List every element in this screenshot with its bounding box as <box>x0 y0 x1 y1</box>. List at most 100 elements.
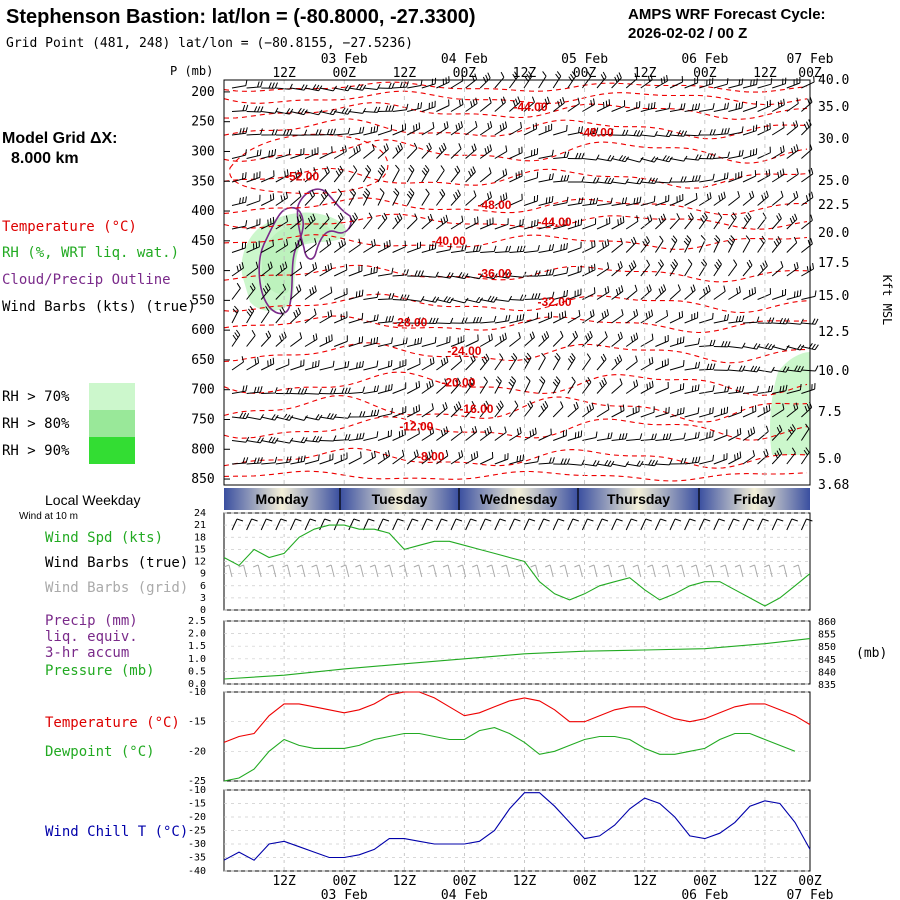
wind-barb <box>742 148 758 159</box>
wind-barb <box>742 405 757 418</box>
wind-barb-true <box>289 518 302 531</box>
wind-barb <box>699 385 715 394</box>
wind-barb <box>480 315 497 324</box>
wind-barb <box>231 104 249 112</box>
forecast-cycle-value: 2026-02-02 / 00 Z <box>628 25 747 42</box>
wind-barb <box>728 286 741 300</box>
wind-barb <box>436 356 449 371</box>
wind-barb <box>538 244 555 253</box>
height-axis-label: Kft MSL <box>880 275 894 326</box>
legend-rh: RH (%, WRT liq. wat.) <box>2 245 179 261</box>
height-tick-label: 7.5 <box>818 405 841 420</box>
wind-barb <box>319 412 337 420</box>
wind-barb <box>392 240 406 253</box>
wind-barb <box>567 71 577 89</box>
wind-barb-true <box>421 518 433 531</box>
wind-barb <box>538 291 555 300</box>
wind-barb <box>699 129 716 136</box>
wind-barb <box>669 407 685 418</box>
wind-barb <box>377 407 393 418</box>
wind-barb <box>319 238 332 253</box>
weekday-band: Monday Tuesday Wednesday Thursday Friday <box>224 488 810 510</box>
wind-barb <box>713 453 728 465</box>
wind-barb <box>684 284 696 300</box>
wind-barb <box>494 332 507 347</box>
wind-barb <box>742 343 761 350</box>
wind-barb <box>728 101 744 112</box>
wind-barb-grid <box>618 564 627 578</box>
wind-barb <box>655 381 669 394</box>
temperature-contour-label: -20.00 <box>441 376 475 390</box>
wind-barb <box>582 197 599 206</box>
wind-barb-true <box>523 518 536 531</box>
wind-barb <box>596 377 607 394</box>
wind-barb <box>261 414 279 421</box>
wind-barb <box>509 294 527 301</box>
wind-barb-true <box>596 518 609 531</box>
wind-barb <box>406 358 421 371</box>
panel-ytick-label: -20 <box>188 812 206 823</box>
wind-barb <box>450 297 469 304</box>
wind-barb <box>436 378 448 394</box>
pressure-tick-label: 450 <box>191 234 214 249</box>
pressure-ytick-label: 845 <box>818 655 836 666</box>
wind-barb <box>509 427 522 441</box>
wind-barb <box>538 149 554 159</box>
wind-barb <box>567 430 583 441</box>
wind-barb <box>480 295 498 303</box>
wind-barb <box>290 284 302 300</box>
wind-barb <box>406 404 421 418</box>
wind-barb <box>553 174 570 183</box>
wind-barb <box>626 433 643 441</box>
pressure-tick-label: 750 <box>191 412 214 427</box>
wind-barb <box>246 128 263 136</box>
wind-barb <box>713 78 729 89</box>
wind-barb <box>538 71 547 89</box>
wind-barb <box>479 333 493 347</box>
height-tick-label: 3.68 <box>818 478 849 493</box>
wind-barb <box>363 409 380 418</box>
wind-barb <box>334 107 352 115</box>
wind-barb <box>465 216 479 230</box>
panel-ytick-label: 18 <box>194 532 206 543</box>
wind-barb <box>348 386 365 394</box>
wind-barb <box>290 332 303 347</box>
wind-barb <box>582 376 592 394</box>
wind-barb <box>640 130 658 137</box>
wind-barb <box>596 128 614 136</box>
bottom-hour-label: 12Z <box>753 874 777 889</box>
wind-barb <box>246 437 264 444</box>
wind-barb <box>465 354 476 371</box>
wind-barb <box>684 407 700 418</box>
wind-barb <box>728 428 742 441</box>
wind-barb <box>669 235 678 253</box>
wind-barb <box>611 197 628 206</box>
wind-barb <box>421 121 435 136</box>
wind-barb <box>450 121 463 136</box>
wind-barb <box>567 218 583 230</box>
weekday-cell <box>340 488 459 510</box>
wind-barbs-layer <box>231 71 819 468</box>
wind-barb <box>334 361 350 371</box>
wind-barb <box>319 309 333 324</box>
wind-barb <box>509 332 521 347</box>
cloud-outline-2 <box>296 188 352 260</box>
temperature-contour-label: -48.00 <box>477 198 511 212</box>
panel-ytick-label: -25 <box>188 776 206 787</box>
wind-barb <box>260 216 275 230</box>
wind-barb <box>757 190 769 206</box>
wind-barb <box>626 101 641 112</box>
wind-barb <box>290 359 305 371</box>
wind-barb <box>406 142 418 159</box>
wind-barb <box>771 168 785 183</box>
wind-barb <box>611 331 623 347</box>
temperature-contour-label: -44.00 <box>538 215 572 229</box>
wind-barb <box>742 78 758 89</box>
wind-barb <box>582 98 595 112</box>
temperature-contour <box>223 447 808 469</box>
wind-barb <box>246 81 263 89</box>
wind-barb-grid <box>676 564 686 578</box>
wind-barb <box>523 122 538 136</box>
wind-barb <box>669 284 681 300</box>
panel-ytick-label: -15 <box>188 717 206 728</box>
